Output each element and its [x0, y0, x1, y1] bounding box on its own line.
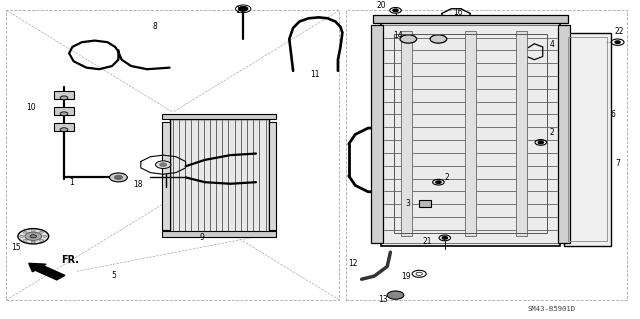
Text: 13: 13 [378, 295, 388, 304]
Circle shape [60, 112, 68, 116]
Text: 22: 22 [615, 26, 624, 35]
Circle shape [109, 173, 127, 182]
Circle shape [400, 35, 417, 43]
Circle shape [538, 141, 543, 144]
Circle shape [160, 163, 166, 166]
Text: 15: 15 [11, 243, 21, 252]
Text: 18: 18 [133, 180, 142, 189]
Bar [269, 122, 276, 230]
Circle shape [20, 235, 24, 237]
Text: 12: 12 [349, 259, 358, 268]
Text: 16: 16 [452, 8, 463, 18]
Text: FR.: FR. [61, 255, 79, 265]
Circle shape [430, 35, 447, 43]
Bar [401, 31, 412, 236]
Circle shape [442, 237, 447, 239]
Text: 17: 17 [235, 6, 245, 16]
Circle shape [18, 229, 49, 244]
Text: 19: 19 [401, 272, 412, 281]
Circle shape [31, 230, 35, 232]
Bar [419, 200, 431, 207]
Bar [558, 25, 570, 243]
Bar [373, 15, 568, 23]
Text: 10: 10 [26, 103, 36, 112]
Text: 9: 9 [199, 234, 204, 242]
Circle shape [239, 7, 248, 11]
Bar [54, 108, 74, 115]
Text: 21: 21 [423, 237, 432, 246]
Bar [170, 119, 269, 233]
Text: 2: 2 [444, 173, 449, 182]
Bar [162, 232, 276, 237]
Bar [394, 34, 547, 233]
Circle shape [43, 235, 47, 237]
Bar [6, 10, 339, 300]
Circle shape [115, 175, 122, 179]
Bar [54, 92, 74, 100]
Bar [54, 123, 74, 131]
Bar [465, 31, 476, 236]
Text: 20: 20 [376, 1, 387, 10]
Text: 6: 6 [611, 110, 616, 119]
Text: 3: 3 [406, 199, 411, 208]
Circle shape [156, 161, 171, 168]
Bar [162, 114, 276, 120]
Bar [346, 10, 627, 300]
Text: 5: 5 [111, 271, 116, 279]
Circle shape [387, 291, 404, 299]
Circle shape [31, 241, 35, 243]
Text: 11: 11 [310, 70, 319, 79]
Bar [568, 37, 607, 241]
Circle shape [40, 231, 44, 233]
Bar [371, 25, 383, 243]
Circle shape [60, 96, 68, 100]
Text: 1: 1 [69, 178, 74, 187]
Text: 8: 8 [152, 22, 157, 31]
Circle shape [60, 128, 68, 132]
Bar [162, 122, 170, 230]
Text: SM43-B5901D: SM43-B5901D [527, 306, 576, 312]
Text: 14: 14 [393, 31, 403, 40]
Circle shape [393, 9, 398, 11]
Bar [381, 21, 560, 246]
Circle shape [25, 232, 42, 241]
Text: 4: 4 [549, 40, 554, 49]
Circle shape [23, 239, 27, 241]
Circle shape [23, 231, 27, 233]
Text: 2: 2 [549, 128, 554, 137]
Circle shape [30, 235, 36, 238]
Circle shape [436, 181, 441, 183]
Circle shape [40, 239, 44, 241]
Bar [564, 33, 611, 246]
Text: 7: 7 [615, 159, 620, 168]
FancyArrow shape [29, 263, 65, 280]
Circle shape [615, 41, 620, 43]
Bar [516, 31, 527, 236]
